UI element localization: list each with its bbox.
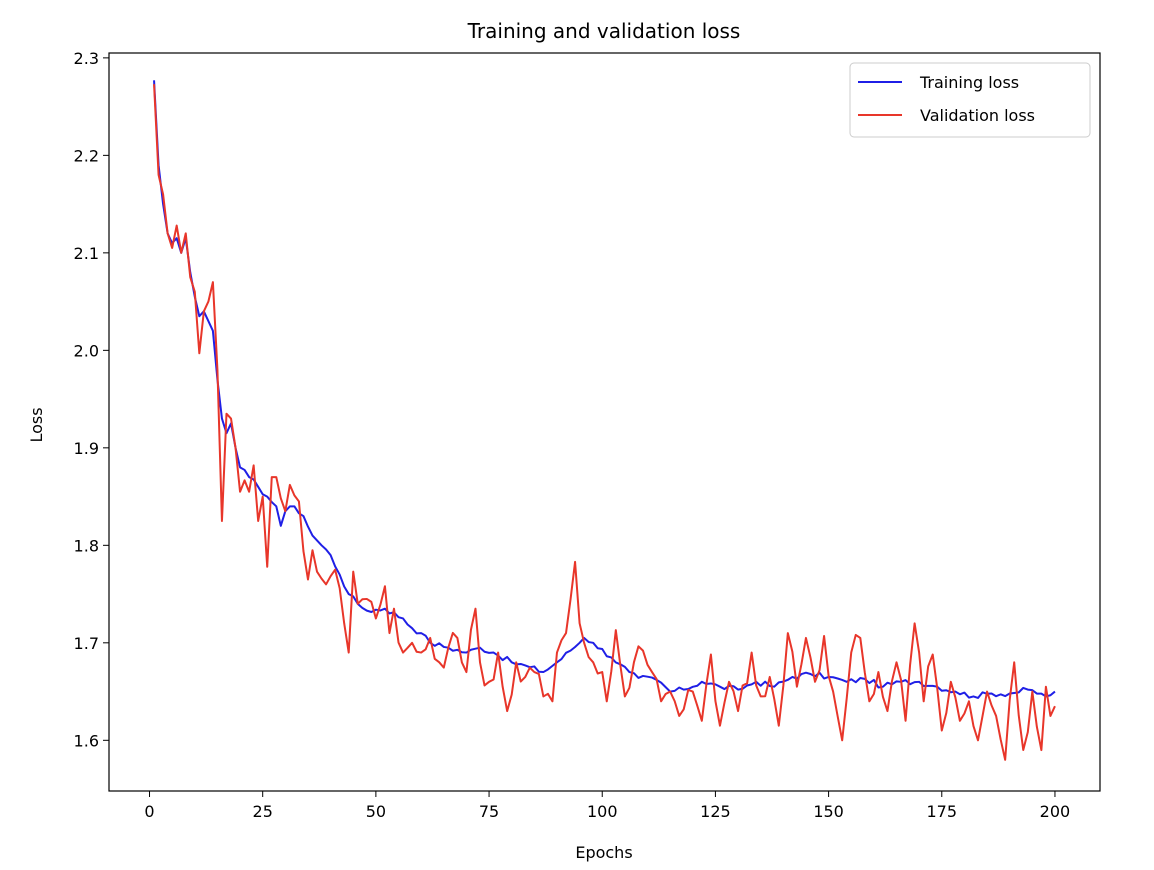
chart-title: Training and validation loss — [467, 19, 741, 43]
legend-label-validation: Validation loss — [920, 106, 1035, 125]
y-tick-label: 1.6 — [74, 731, 99, 750]
x-tick-label: 175 — [927, 802, 958, 821]
x-tick-label: 100 — [587, 802, 618, 821]
y-tick-label: 2.0 — [74, 341, 99, 360]
y-axis-ticks: 1.6 1.7 1.8 1.9 2.0 2.1 2.2 2.3 — [74, 49, 109, 750]
x-axis-label: Epochs — [575, 843, 632, 862]
legend: Training loss Validation loss — [849, 62, 1091, 138]
x-tick-label: 25 — [253, 802, 273, 821]
x-tick-label: 75 — [479, 802, 499, 821]
y-tick-label: 2.1 — [74, 244, 99, 263]
y-tick-label: 2.3 — [74, 49, 99, 68]
y-tick-label: 1.8 — [74, 536, 99, 555]
series-layer — [153, 80, 1056, 761]
y-tick-label: 1.7 — [74, 634, 99, 653]
y-tick-label: 2.2 — [74, 146, 99, 165]
x-tick-label: 125 — [700, 802, 731, 821]
y-axis-label: Loss — [27, 407, 46, 442]
plot-frame — [108, 52, 1101, 792]
x-tick-label: 200 — [1040, 802, 1071, 821]
x-axis-ticks: 0 25 50 75 100 125 150 175 200 — [144, 791, 1070, 821]
x-tick-label: 150 — [813, 802, 844, 821]
x-tick-label: 0 — [144, 802, 154, 821]
legend-box — [849, 62, 1091, 138]
series-line-training-loss — [153, 80, 1056, 699]
series-line-validation-loss — [153, 84, 1056, 761]
y-tick-label: 1.9 — [74, 439, 99, 458]
x-tick-label: 50 — [366, 802, 386, 821]
legend-label-training: Training loss — [919, 73, 1019, 92]
